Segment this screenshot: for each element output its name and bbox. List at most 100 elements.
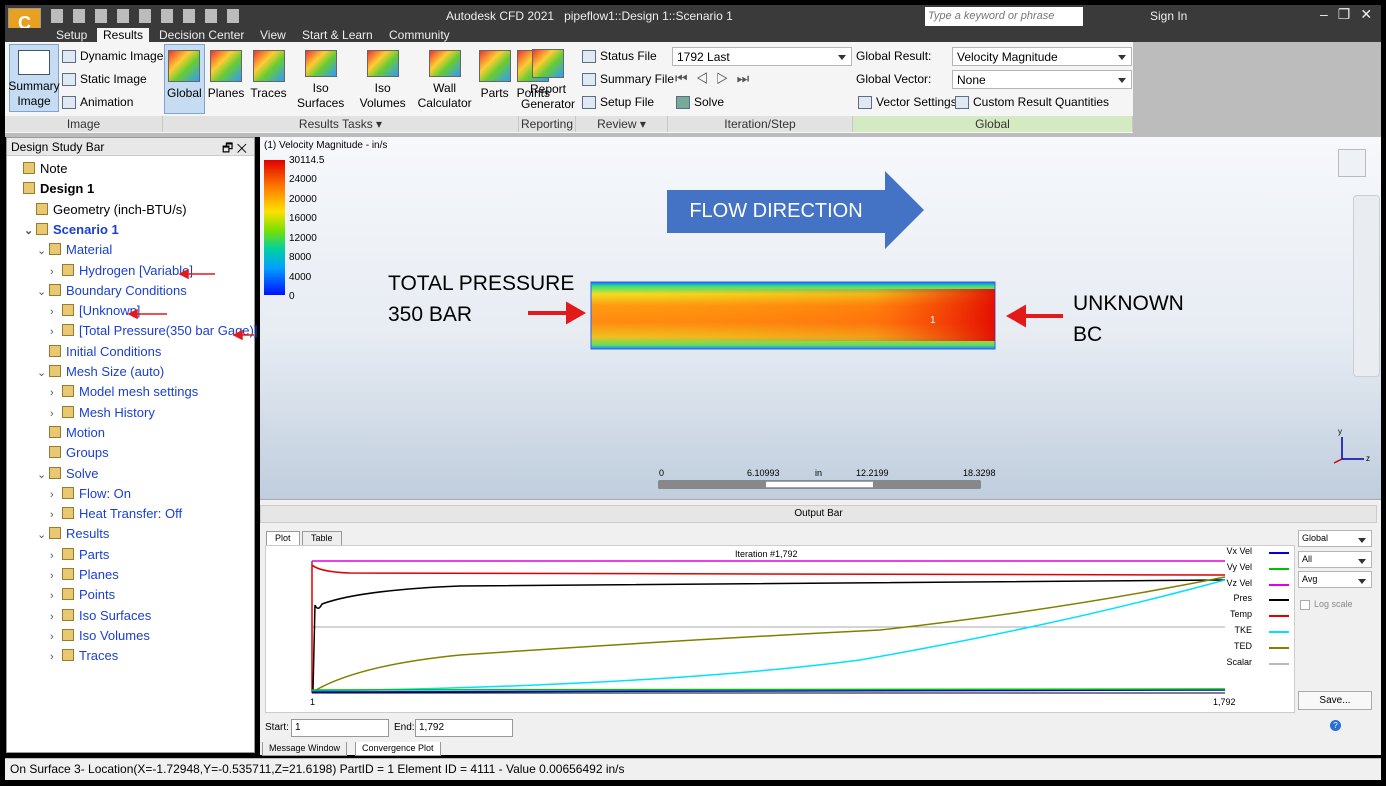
vector-select[interactable]: None — [952, 70, 1132, 89]
tree-node[interactable]: ⌄ Scenario 1 — [24, 221, 119, 237]
line: 350 BAR — [388, 303, 473, 326]
tree-node[interactable]: Motion — [37, 423, 105, 443]
group-label: Iteration/Step — [668, 116, 853, 132]
label: Status File — [600, 49, 657, 63]
task-button[interactable]: Traces — [247, 44, 289, 114]
review-item[interactable]: Status File — [582, 49, 657, 64]
plot-tab[interactable]: Table — [302, 531, 342, 545]
plot-select[interactable]: Global — [1298, 530, 1372, 547]
menu-tab[interactable]: Community — [389, 28, 450, 42]
tree-node[interactable]: › Iso Volumes — [50, 627, 150, 643]
menu-tab[interactable]: View — [260, 28, 286, 42]
window-controls[interactable]: –❐✕ — [1320, 6, 1383, 22]
legend-entry: Vy Vel — [1226, 561, 1252, 572]
plot-tab[interactable]: Plot — [266, 531, 300, 545]
tree-node[interactable]: Design 1 — [11, 179, 94, 199]
tree-node[interactable]: › Parts — [50, 546, 110, 562]
label: Solve — [694, 95, 725, 109]
legend-entry: Scalar — [1226, 656, 1252, 667]
task-button[interactable]: Global — [164, 44, 205, 114]
x-label: 1,792 — [1213, 697, 1236, 707]
label: Flow: On — [79, 485, 132, 501]
tree-node[interactable]: ⌄ Boundary Conditions — [37, 282, 187, 298]
viewport-graphics — [528, 171, 1364, 489]
tree-node[interactable]: › [Unknown] — [50, 303, 141, 319]
playback-controls[interactable]: ⏮◁▷⏭ — [675, 70, 758, 86]
task-button[interactable]: Planes — [205, 44, 248, 114]
tree-node[interactable]: › Traces — [50, 648, 119, 664]
tree-node[interactable]: ⌄ Material — [37, 242, 113, 258]
result-select[interactable]: Velocity Magnitude — [952, 47, 1132, 66]
inlet-annotation: TOTAL PRESSURE 350 BAR — [388, 268, 574, 330]
legend-swatch — [1269, 662, 1289, 665]
legend-label: 12000 — [289, 232, 317, 244]
legend-entry: TKE — [1234, 625, 1252, 635]
tree-node[interactable]: › Model mesh settings — [50, 384, 199, 400]
tree-node[interactable]: Note — [11, 159, 67, 179]
title-bar: C Autodesk CFD 2021 pipeflow1::Design 1:… — [5, 5, 1383, 39]
task-button[interactable]: Wall Calculator — [414, 44, 476, 114]
label: Groups — [66, 445, 109, 461]
tree-node[interactable]: › Flow: On — [50, 485, 132, 501]
summary-image-button[interactable]: Summary Image — [8, 44, 60, 112]
panel-controls[interactable]: 🗗 ✕ — [222, 141, 247, 155]
tree-node[interactable]: › [Total Pressure(350 bar Gage)] — [50, 323, 258, 339]
label: Report Generator — [520, 82, 576, 111]
tree-node[interactable]: › Points — [50, 587, 116, 603]
legend-swatch — [1269, 646, 1289, 649]
tree-node[interactable]: ⌄ Results — [37, 526, 110, 542]
navigation-bar[interactable] — [1353, 195, 1380, 377]
solve-button[interactable]: Solve — [676, 95, 725, 110]
task-button[interactable]: Iso Surfaces — [290, 44, 352, 114]
tree-node[interactable]: › Planes — [50, 567, 119, 582]
bottom-tab[interactable]: Message Window — [262, 742, 348, 756]
plot-select[interactable]: All — [1298, 550, 1372, 568]
tree-node[interactable]: Initial Conditions — [37, 342, 161, 362]
report-generator[interactable]: Report Generator — [521, 44, 575, 114]
label: Review — [597, 117, 637, 131]
review-item[interactable]: Setup File — [582, 95, 654, 110]
label: Initial Conditions — [66, 343, 162, 359]
tree-node[interactable]: › Heat Transfer: Off — [50, 506, 183, 522]
quick-access[interactable] — [51, 9, 241, 23]
viewport[interactable]: (1) Velocity Magnitude - in/s 30114.5 240… — [260, 137, 1381, 499]
bottom-tab[interactable]: Convergence Plot — [355, 742, 441, 756]
menu-tab[interactable]: Results — [97, 28, 150, 42]
group-label[interactable]: Review ▾ — [576, 116, 668, 132]
help-icon[interactable]: ? — [1330, 720, 1341, 731]
label: Solve — [66, 465, 99, 481]
plot-select[interactable]: Avg — [1298, 571, 1372, 588]
tree-node[interactable]: Geometry (inch-BTU/s) — [24, 200, 187, 220]
task-button[interactable]: Iso Volumes — [352, 44, 414, 114]
image-item[interactable]: Static Image — [62, 72, 147, 87]
menu-tab[interactable]: Decision Center — [159, 28, 245, 42]
log-scale[interactable]: Log scale — [1300, 599, 1353, 610]
scale-label: 18.3298 — [963, 468, 996, 478]
custom-quantities[interactable]: Custom Result Quantities — [955, 95, 1109, 110]
save-button[interactable]: Save... — [1298, 691, 1372, 710]
tree-node[interactable]: Groups — [37, 443, 109, 463]
vector-settings[interactable]: Vector Settings — [858, 95, 957, 110]
sign-in[interactable]: Sign In — [1150, 9, 1188, 23]
tree-node[interactable]: › Iso Surfaces — [50, 607, 152, 623]
image-item[interactable]: Animation — [62, 95, 133, 110]
label: Iso Volumes — [79, 627, 150, 643]
search-box[interactable]: Type a keyword or phrase — [925, 7, 1083, 26]
annotation-arrows — [127, 268, 254, 341]
review-item[interactable]: Summary File — [582, 72, 674, 87]
task-button[interactable]: Parts — [476, 44, 514, 114]
view-cube[interactable] — [1338, 149, 1366, 177]
group-label[interactable]: Results Tasks ▾ — [163, 116, 519, 132]
end-input[interactable]: 1,792 — [415, 719, 513, 737]
tree-node[interactable]: › Mesh History — [50, 404, 155, 420]
scale-label: in — [815, 468, 823, 478]
image-item[interactable]: Dynamic Image — [62, 49, 163, 64]
start-input[interactable]: 1 — [291, 719, 389, 737]
tree-node[interactable]: › Hydrogen [Variable] — [50, 262, 193, 278]
step-select[interactable]: 1792 Last — [672, 47, 852, 66]
menu-tab[interactable]: Setup — [56, 28, 88, 42]
tree-node[interactable]: ⌄ Solve — [37, 465, 99, 481]
tree-node[interactable]: ⌄ Mesh Size (auto) — [37, 364, 165, 379]
menu-tab[interactable]: Start & Learn — [302, 28, 373, 42]
